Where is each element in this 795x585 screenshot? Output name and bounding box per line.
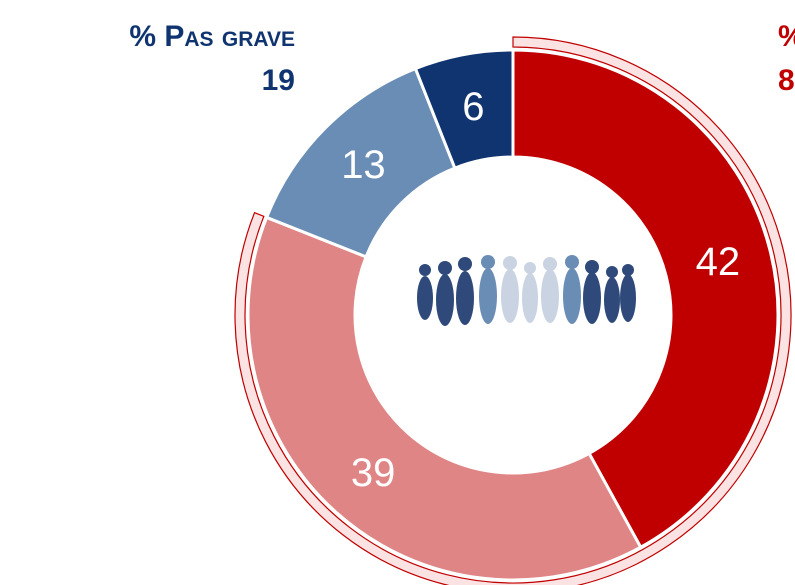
value-label: 42 <box>696 240 741 284</box>
left-value: 19 <box>262 64 295 97</box>
right-title: % <box>778 20 795 53</box>
value-label: 13 <box>341 143 386 187</box>
runners-icon <box>417 255 636 326</box>
left-title: % Pas grave <box>129 20 295 53</box>
group-band <box>234 36 792 585</box>
value-label: 39 <box>351 451 396 495</box>
ring: 42 39 13 6 <box>246 48 780 582</box>
right-value: 8 <box>778 64 795 97</box>
donut-segment <box>511 48 780 550</box>
donut-segment <box>246 215 643 582</box>
donut-segment <box>413 48 515 171</box>
value-label: 6 <box>462 85 484 129</box>
group-band <box>234 36 792 585</box>
